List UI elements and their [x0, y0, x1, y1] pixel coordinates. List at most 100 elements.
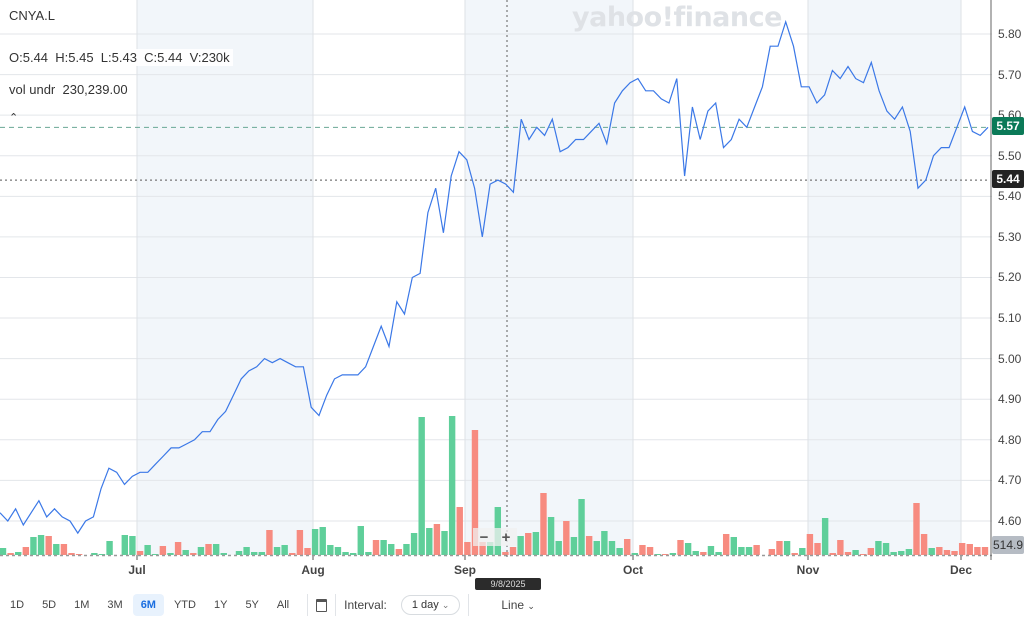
y-tick-label: 5.00: [998, 351, 1022, 366]
volume-bar: [60, 544, 68, 555]
volume-bar: [890, 552, 897, 555]
volume-bar: [433, 524, 441, 555]
volume-bar: [212, 544, 220, 555]
volume-bar: [37, 535, 45, 555]
volume-bar: [654, 554, 661, 555]
volume-bar: [860, 554, 867, 555]
volume-bar: [920, 534, 928, 555]
range-button-3m[interactable]: 3M: [107, 599, 123, 611]
volume-bar: [776, 541, 783, 555]
volume-bar: [327, 545, 334, 555]
volume-bar: [540, 493, 547, 555]
volume-bar: [502, 552, 509, 555]
volume-bar: [395, 549, 403, 555]
volume-bar: [289, 553, 296, 555]
divider: [335, 594, 337, 616]
chart-type-dropdown[interactable]: Line ⌄: [501, 598, 535, 612]
zoom-in-button[interactable]: +: [501, 528, 511, 546]
crosshair-date-label: 9/8/2025: [475, 578, 541, 590]
volume-bar: [898, 551, 905, 555]
volume-bar: [129, 536, 136, 555]
volume-bar: [22, 547, 30, 555]
y-tick-label: 5.40: [998, 189, 1022, 204]
range-button-ytd[interactable]: YTD: [173, 599, 196, 611]
range-button-6m[interactable]: 6M: [132, 594, 164, 616]
volume-bar: [296, 530, 304, 555]
y-tick-label: 5.80: [998, 27, 1022, 41]
y-tick-label: 5.30: [998, 229, 1022, 244]
caret-up-icon[interactable]: ⌃: [9, 112, 19, 124]
zoom-out-button[interactable]: −: [479, 528, 489, 546]
range-button-5y[interactable]: 5Y: [245, 599, 259, 611]
x-tick-label: Aug: [301, 563, 325, 577]
volume-bar: [121, 535, 128, 555]
volume-bar: [311, 529, 319, 555]
volume-bar: [266, 530, 273, 555]
interval-dropdown[interactable]: 1 day ⌄: [400, 595, 461, 615]
volume-bar: [768, 549, 776, 555]
volume-bar: [456, 507, 463, 555]
volume-bar: [875, 541, 882, 555]
volume-bar: [403, 544, 410, 555]
volume-bar: [837, 540, 844, 555]
volume-bar: [441, 531, 448, 555]
volume-bar: [677, 540, 684, 555]
volume-bar: [951, 551, 958, 555]
volume-bar: [608, 541, 616, 555]
calendar-icon[interactable]: [316, 598, 328, 612]
range-button-5d[interactable]: 5D: [42, 599, 57, 611]
ohlcv-readout: O:5.44 H:5.45 L:5.43 C:5.44 V:230k: [6, 49, 233, 66]
yahoo-finance-logo: yahoo!finance: [572, 2, 782, 33]
x-tick-label: Jul: [128, 563, 146, 577]
volume-bar: [722, 534, 730, 555]
range-button-1y[interactable]: 1Y: [213, 599, 228, 611]
volume-bar: [829, 553, 836, 555]
range-button-1d[interactable]: 1D: [10, 599, 25, 611]
volume-bar: [936, 547, 943, 555]
volume-bar: [867, 548, 875, 555]
volume-bar: [639, 545, 646, 555]
volume-bar: [601, 531, 608, 555]
volume-bar: [174, 542, 182, 555]
volume-bar: [91, 553, 98, 555]
volume-bar: [913, 503, 920, 555]
divider: [307, 594, 309, 616]
volume-bar: [159, 546, 167, 555]
volume-bar: [182, 550, 189, 555]
volume-bar: [98, 554, 106, 555]
volume-bar: [882, 543, 890, 555]
price-chart[interactable]: [0, 0, 992, 560]
volume-bar: [471, 430, 479, 555]
y-tick-label: 4.80: [998, 432, 1022, 447]
volume-bar: [806, 534, 814, 555]
volume-indicator-readout[interactable]: vol undr 230,239.00: [6, 81, 131, 98]
volume-bar: [593, 541, 600, 555]
chart-toolbar: 1D 5D 1M 3M 6M YTD 1Y 5Y All Interval: 1 day ⌄ L…: [0, 592, 1024, 618]
volume-bar: [662, 554, 669, 555]
interval-label: Interval:: [344, 598, 387, 612]
range-button-1m[interactable]: 1M: [74, 599, 90, 611]
x-tick-label: Nov: [796, 563, 820, 577]
volume-bar: [136, 551, 144, 555]
volume-bar: [365, 552, 372, 555]
volume-bar: [974, 547, 981, 555]
volume-indicator-label: vol undr: [9, 82, 56, 97]
volume-bar: [68, 553, 75, 555]
divider: [468, 594, 470, 616]
volume-bar: [585, 536, 593, 555]
volume-bar: [958, 543, 966, 555]
volume-bar: [273, 547, 281, 555]
volume-bar: [570, 537, 578, 555]
volume-bar: [243, 547, 250, 555]
volume-bar: [372, 540, 380, 555]
volume-bar: [646, 547, 654, 555]
volume-bar: [555, 541, 562, 555]
volume-bar: [981, 547, 989, 555]
volume-bar: [342, 552, 349, 555]
volume-bar: [464, 542, 471, 555]
range-button-all[interactable]: All: [276, 599, 290, 611]
volume-bar: [563, 521, 570, 555]
volume-bar: [144, 545, 151, 555]
chevron-down-icon: ⌄: [527, 601, 535, 611]
volume-bar: [418, 417, 425, 555]
